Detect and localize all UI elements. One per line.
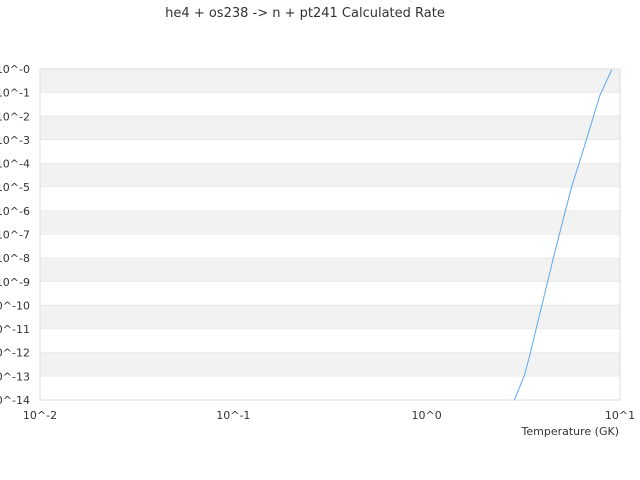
- series-line: [513, 69, 613, 401]
- plot-band: [40, 69, 620, 93]
- plot-band: [40, 139, 620, 164]
- plot-band: [40, 234, 620, 259]
- plot-band: [40, 163, 620, 188]
- plot-band: [40, 329, 620, 353]
- x-tick-label: 10^-2: [23, 409, 57, 422]
- y-tick-label: 10^-6: [0, 205, 30, 218]
- plot-band: [40, 92, 620, 117]
- plot-bands: [40, 69, 620, 401]
- y-tick-labels: 10^-0 10^-1 10^-2 10^-3 10^-4 10^-5 10^-6 10^-7…: [0, 63, 30, 407]
- plot-frame: [39, 68, 621, 401]
- y-tick-label: 10^-0: [0, 63, 30, 76]
- x-axis-title: Temperature (GK): [521, 425, 620, 438]
- x-tick-label: 10^-1: [216, 409, 250, 422]
- plot-band: [40, 210, 620, 235]
- y-tick-label: 10^-10: [0, 299, 30, 312]
- plot-band: [40, 281, 620, 306]
- plot-band: [40, 376, 620, 400]
- plot-band: [40, 305, 620, 330]
- plot-band: [40, 116, 620, 140]
- y-tick-label: 10^-11: [0, 323, 30, 336]
- y-tick-label: 10^-3: [0, 134, 30, 147]
- y-tick-label: 10^-5: [0, 181, 30, 194]
- y-tick-label: 10^-9: [0, 276, 30, 289]
- plot-band: [40, 258, 620, 282]
- y-tick-label: 10^-1: [0, 87, 30, 100]
- y-tick-label: 10^-13: [0, 370, 30, 383]
- chart-title: he4 + os238 -> n + pt241 Calculated Rate: [165, 6, 445, 21]
- plot-band: [40, 352, 620, 377]
- y-tick-label: 10^-8: [0, 252, 30, 265]
- y-tick-label: 10^-7: [0, 229, 30, 242]
- y-tick-label: 10^-14: [0, 394, 30, 407]
- y-tick-label: 10^-2: [0, 110, 30, 123]
- y-tick-label: 10^-4: [0, 158, 30, 171]
- y-tick-label: 10^-12: [0, 347, 30, 360]
- series-group: [513, 69, 613, 401]
- x-tick-label: 10^0: [412, 409, 442, 422]
- x-tick-label: 10^1: [605, 409, 635, 422]
- plot-band: [40, 187, 620, 211]
- x-tick-labels: 10^-2 10^-1 10^0 10^1: [23, 409, 635, 422]
